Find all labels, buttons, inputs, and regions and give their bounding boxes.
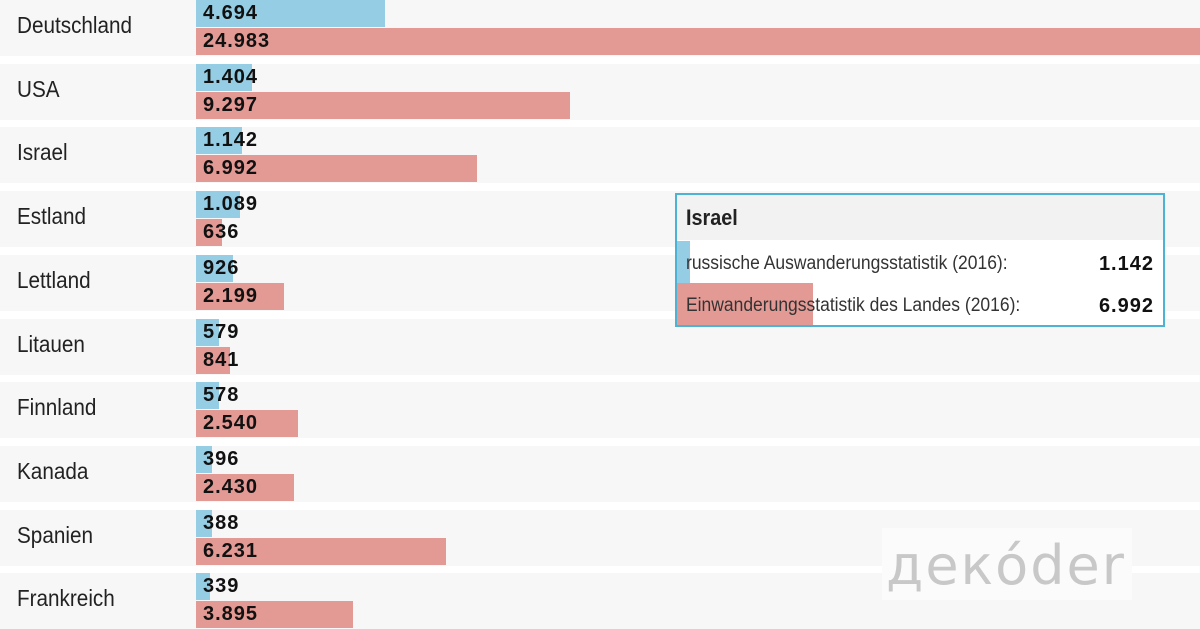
value-label-immigration: 6.992 <box>203 157 259 179</box>
bar-emigration[interactable] <box>196 127 242 154</box>
value-label-immigration: 2.430 <box>203 476 259 498</box>
chart-row[interactable] <box>0 64 1200 120</box>
category-label: Kanada <box>17 458 89 484</box>
chart-row[interactable] <box>0 127 1200 183</box>
bar-immigration[interactable] <box>196 283 285 310</box>
bar-emigration[interactable] <box>196 446 212 473</box>
value-label-emigration: 339 <box>203 575 240 597</box>
tooltip: Israel russische Auswanderungsstatistik … <box>675 193 1165 327</box>
value-label-emigration: 926 <box>203 257 240 279</box>
bar-immigration[interactable] <box>196 92 570 119</box>
bar-emigration[interactable] <box>196 382 220 409</box>
value-label-emigration: 396 <box>203 448 240 470</box>
tooltip-value-immigration: 6.992 <box>1098 295 1154 317</box>
value-label-immigration: 2.540 <box>203 412 259 434</box>
category-label: Israel <box>17 139 68 165</box>
value-label-emigration: 1.089 <box>203 193 259 215</box>
value-label-emigration: 1.142 <box>203 129 259 151</box>
dekoder-logo: декóder <box>882 528 1132 600</box>
category-label: Frankreich <box>17 585 115 611</box>
value-label-immigration: 6.231 <box>203 540 259 562</box>
tooltip-bar-immigration <box>677 283 814 325</box>
category-label: Spanien <box>17 522 93 548</box>
value-label-immigration: 24.983 <box>203 30 271 52</box>
value-label-emigration: 388 <box>203 512 240 534</box>
bar-emigration[interactable] <box>196 191 240 218</box>
bar-immigration[interactable] <box>196 410 299 437</box>
category-label: Lettland <box>17 267 91 293</box>
bar-immigration[interactable] <box>196 28 1200 55</box>
tooltip-title: Israel <box>686 205 738 230</box>
category-label: Finnland <box>17 394 97 420</box>
bar-immigration[interactable] <box>196 347 230 374</box>
value-label-emigration: 579 <box>203 321 240 343</box>
tooltip-bar-emigration <box>677 241 690 283</box>
bar-immigration[interactable] <box>196 155 477 182</box>
bar-immigration[interactable] <box>196 538 447 565</box>
category-label: Litauen <box>17 331 85 357</box>
chart-row[interactable] <box>0 382 1200 438</box>
category-label: Estland <box>17 203 87 229</box>
category-label: Deutschland <box>17 12 133 38</box>
value-label-emigration: 1.404 <box>203 66 259 88</box>
bar-emigration[interactable] <box>196 64 253 91</box>
value-label-immigration: 9.297 <box>203 94 259 116</box>
bar-emigration[interactable] <box>196 573 210 600</box>
value-label-immigration: 636 <box>203 221 240 243</box>
tooltip-label-immigration: Einwanderungsstatistik des Landes (2016)… <box>686 295 1021 316</box>
value-label-emigration: 4.694 <box>203 2 259 24</box>
category-label: USA <box>17 76 60 102</box>
tooltip-header: Israel <box>677 195 1163 240</box>
value-label-immigration: 2.199 <box>203 285 259 307</box>
value-label-emigration: 578 <box>203 384 240 406</box>
bar-immigration[interactable] <box>196 219 222 246</box>
logo-text: декóder <box>886 534 1126 597</box>
chart-row[interactable] <box>0 446 1200 502</box>
value-label-immigration: 3.895 <box>203 603 259 625</box>
bar-emigration[interactable] <box>196 255 234 282</box>
value-label-immigration: 841 <box>203 349 240 371</box>
chart-row[interactable] <box>0 319 1200 375</box>
tooltip-label-emigration: russische Auswanderungsstatistik (2016): <box>686 253 1008 274</box>
bar-immigration[interactable] <box>196 601 353 628</box>
bar-immigration[interactable] <box>196 474 294 501</box>
bar-emigration[interactable] <box>196 0 385 27</box>
bar-emigration[interactable] <box>196 510 212 537</box>
bar-emigration[interactable] <box>196 319 220 346</box>
tooltip-value-emigration: 1.142 <box>1098 253 1154 275</box>
